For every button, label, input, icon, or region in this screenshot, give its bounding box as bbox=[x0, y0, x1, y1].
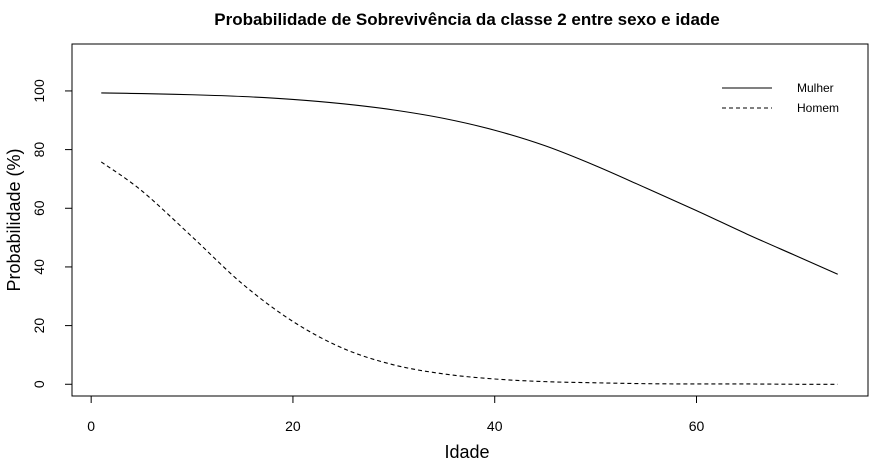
y-tick-label: 0 bbox=[31, 380, 47, 388]
series-group bbox=[100, 92, 838, 385]
plot-frame bbox=[71, 43, 869, 397]
x-tick-label: 40 bbox=[487, 418, 503, 434]
y-tick-label: 40 bbox=[31, 259, 47, 275]
chart-title: Probabilidade de Sobrevivência da classe… bbox=[214, 10, 720, 29]
x-tick-label: 20 bbox=[285, 418, 301, 434]
y-tick-label: 20 bbox=[31, 318, 47, 334]
series-line-mulher bbox=[101, 92, 838, 275]
y-tick-label: 60 bbox=[31, 200, 47, 216]
x-tick-label: 60 bbox=[689, 418, 705, 434]
y-axis-label: Probabilidade (%) bbox=[4, 148, 24, 291]
x-axis: 0 20 40 60 bbox=[87, 395, 705, 434]
legend: Mulher Homem bbox=[722, 81, 839, 115]
x-tick-label: 0 bbox=[87, 418, 95, 434]
x-axis-label: Idade bbox=[444, 442, 489, 462]
legend-label-mulher: Mulher bbox=[797, 81, 834, 95]
series-line-homem bbox=[100, 161, 838, 385]
y-axis: 0 20 40 60 80 100 bbox=[31, 79, 73, 388]
y-tick-label: 80 bbox=[31, 142, 47, 158]
y-tick-label: 100 bbox=[31, 79, 47, 103]
legend-label-homem: Homem bbox=[797, 101, 839, 115]
